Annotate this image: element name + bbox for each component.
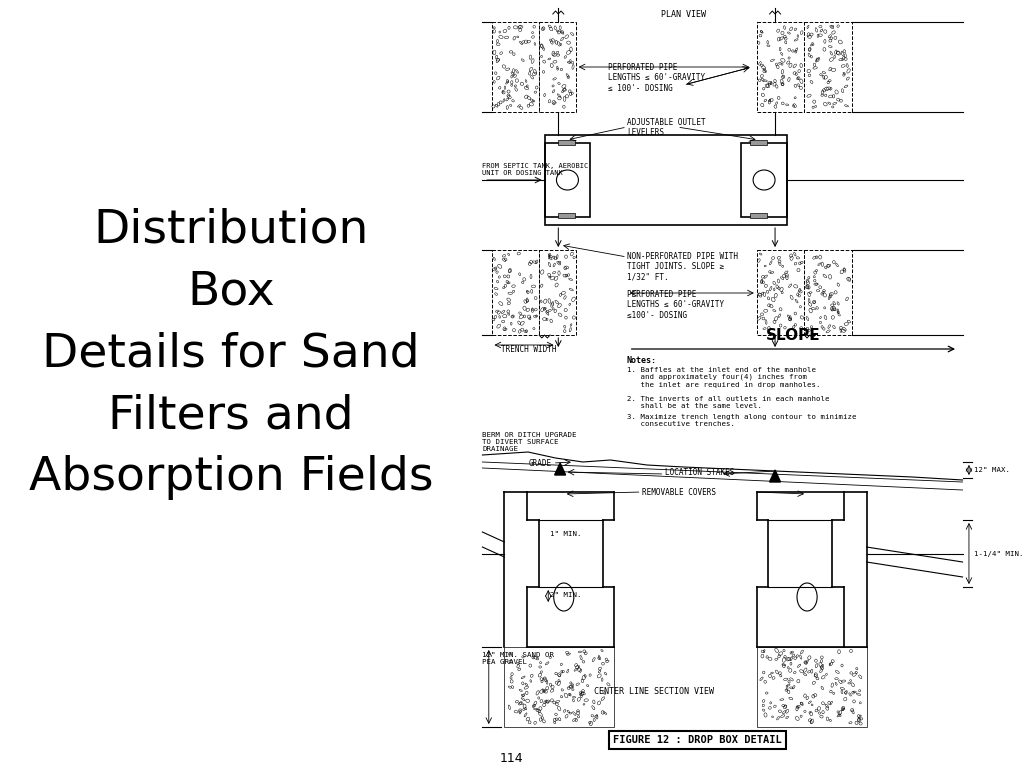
Text: PLAN VIEW: PLAN VIEW [662,10,707,19]
Polygon shape [770,470,780,482]
Text: BERM OR DITCH UPGRADE
TO DIVERT SURFACE
DRAINAGE: BERM OR DITCH UPGRADE TO DIVERT SURFACE … [482,432,577,452]
Text: FROM SEPTIC TANK, AEROBIC
UNIT OR DOSING TANK: FROM SEPTIC TANK, AEROBIC UNIT OR DOSING… [482,163,589,176]
Bar [757,22,804,112]
Text: 114: 114 [500,752,523,764]
Polygon shape [555,463,565,475]
Text: Details for Sand: Details for Sand [42,332,420,376]
Bar [545,143,590,217]
Text: Filters and: Filters and [109,393,353,439]
Bar [751,213,767,218]
Text: PERFORATED PIPE
LENGTHS ≤ 60'-GRAVITY
≤ 100'- DOSING: PERFORATED PIPE LENGTHS ≤ 60'-GRAVITY ≤ … [607,63,705,93]
Text: Box: Box [187,270,274,315]
Bar [757,647,866,727]
Bar [505,647,614,727]
Text: ADJUSTABLE OUTLET
LEVELERS: ADJUSTABLE OUTLET LEVELERS [627,118,706,137]
Bar [492,22,539,112]
Text: Distribution: Distribution [93,207,369,253]
Text: 2. The inverts of all outlets in each manhole
   shall be at the same level.: 2. The inverts of all outlets in each ma… [627,396,829,409]
Bar [558,140,574,145]
Text: REMOVABLE COVERS: REMOVABLE COVERS [642,488,717,497]
Bar [751,140,767,145]
Bar [492,250,539,335]
Bar [558,213,574,218]
Bar [539,22,575,112]
Bar [539,250,575,335]
Text: 1-1/4" MIN.: 1-1/4" MIN. [974,551,1023,557]
Text: 3. Maximize trench length along contour to minimize
   consecutive trenches.: 3. Maximize trench length along contour … [627,414,856,427]
Bar [804,22,852,112]
Text: PERFORATED PIPE
LENGTHS ≤ 60'-GRAVITY
≤100'- DOSING: PERFORATED PIPE LENGTHS ≤ 60'-GRAVITY ≤1… [627,290,724,319]
Bar [757,250,804,335]
Text: Absorption Fields: Absorption Fields [29,455,433,501]
Text: LOCATION STAKES: LOCATION STAKES [666,468,734,477]
Text: NON-PERFORATED PIPE WITH
TIGHT JOINTS. SLOPE ≥
1/32" FT.: NON-PERFORATED PIPE WITH TIGHT JOINTS. S… [627,252,738,282]
Bar [545,135,787,225]
Text: TRENCH WIDTH: TRENCH WIDTH [501,345,556,354]
Text: FIGURE 12 : DROP BOX DETAIL: FIGURE 12 : DROP BOX DETAIL [613,735,781,745]
Text: 1. Baffles at the inlet end of the manhole
   and approximately four(4) inches f: 1. Baffles at the inlet end of the manho… [627,367,820,388]
Bar [804,250,852,335]
Text: CENTER LINE SECTION VIEW: CENTER LINE SECTION VIEW [594,687,715,697]
Bar [741,143,787,217]
Text: 12" MIN. SAND OR
PEA GRAVEL: 12" MIN. SAND OR PEA GRAVEL [482,652,554,665]
Text: 2" MIN.: 2" MIN. [550,592,582,598]
Text: Notes:: Notes: [627,356,656,365]
Text: 12" MAX.: 12" MAX. [974,467,1010,473]
Text: GRADE: GRADE [528,458,552,468]
Text: SLOPE: SLOPE [766,328,820,343]
Text: 1" MIN.: 1" MIN. [550,531,582,537]
